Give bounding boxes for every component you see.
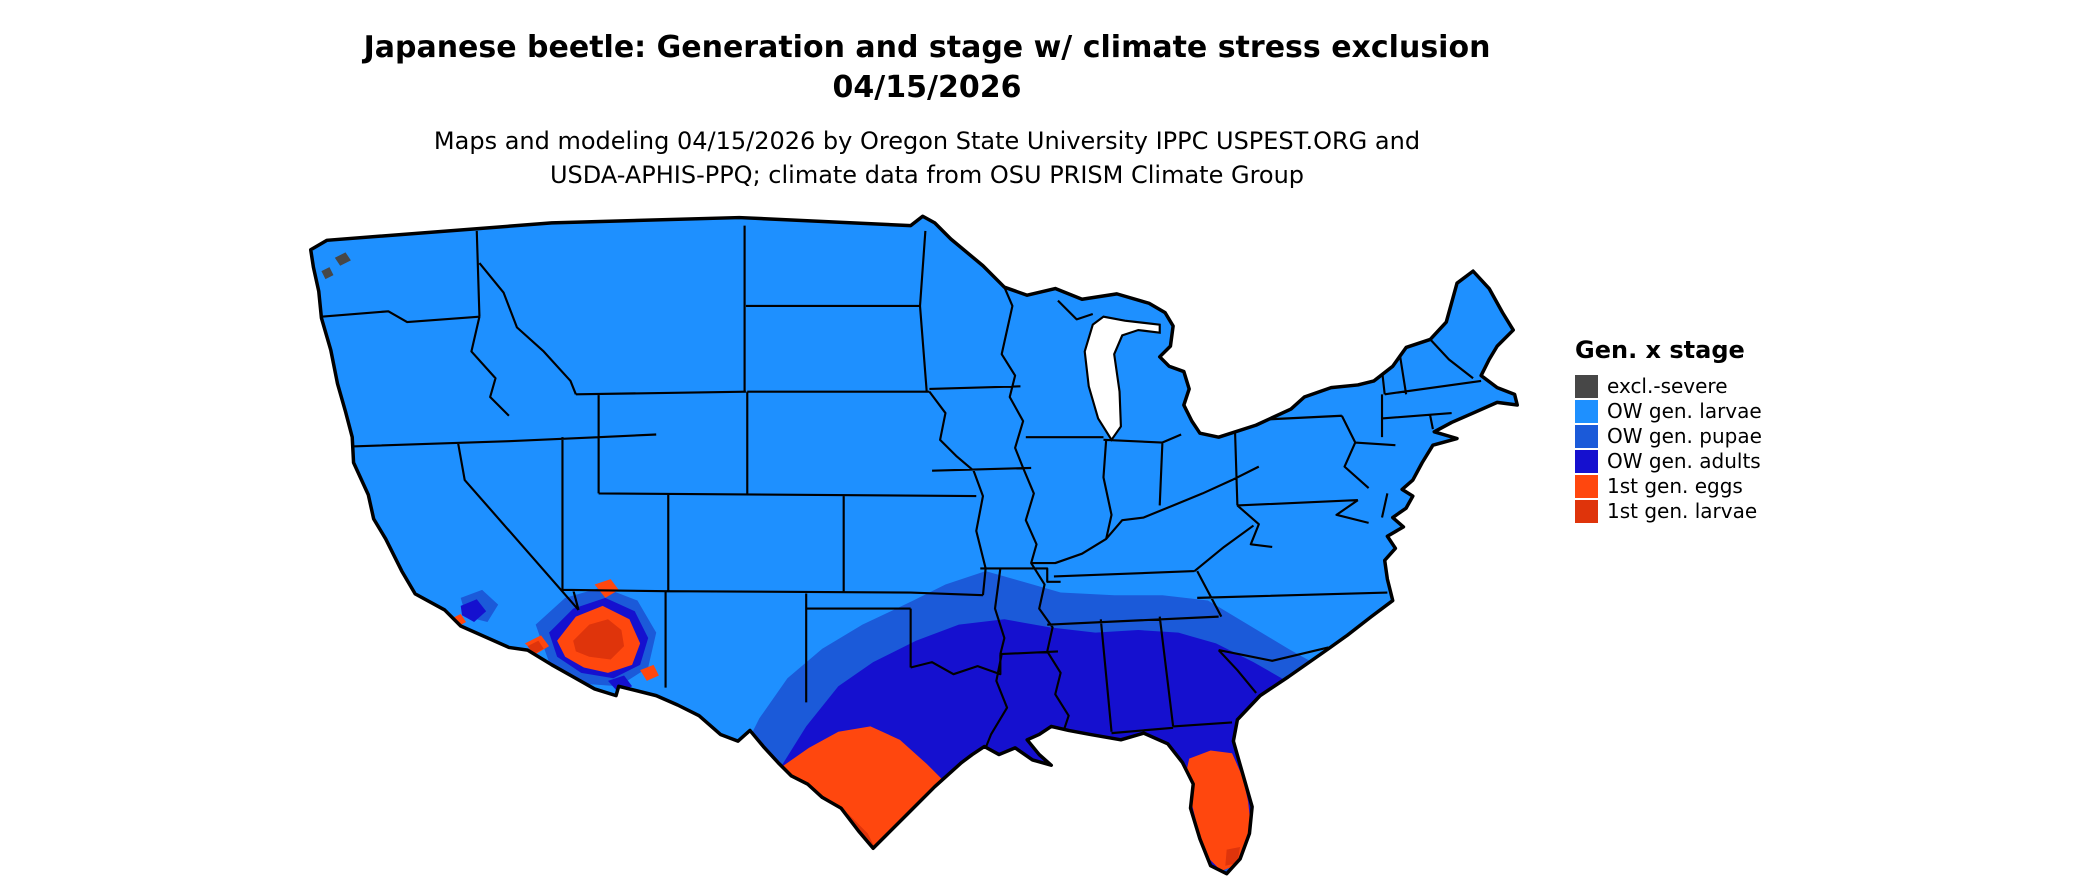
- legend-label-1st-larvae: 1st gen. larvae: [1607, 499, 1758, 523]
- legend-swatch-1st-larvae: [1575, 500, 1598, 523]
- legend-item-ow-larvae: OW gen. larvae: [1575, 399, 1815, 424]
- title-block: Japanese beetle: Generation and stage w/…: [0, 0, 1854, 192]
- legend-item-1st-eggs: 1st gen. eggs: [1575, 474, 1815, 499]
- legend-item-ow-pupae: OW gen. pupae: [1575, 424, 1815, 449]
- page-subtitle-line1: Maps and modeling 04/15/2026 by Oregon S…: [433, 127, 1421, 155]
- legend-swatch-ow-adults: [1575, 450, 1598, 473]
- legend-title: Gen. x stage: [1575, 336, 1745, 364]
- legend-swatch-1st-eggs: [1575, 475, 1598, 498]
- legend-label-ow-pupae: OW gen. pupae: [1607, 424, 1762, 448]
- legend-item-ow-adults: OW gen. adults: [1575, 449, 1815, 474]
- state-borders: [321, 225, 1482, 749]
- region-1st-larvae: [527, 619, 1241, 866]
- legend-label-ow-larvae: OW gen. larvae: [1607, 399, 1762, 423]
- legend-label-ow-adults: OW gen. adults: [1607, 449, 1761, 473]
- legend-label-excl-severe: excl.-severe: [1607, 374, 1728, 398]
- region-1st-eggs: [449, 579, 1251, 872]
- region-excl-severe: [321, 252, 351, 280]
- page-title: Japanese beetle: Generation and stage w/…: [0, 28, 1854, 108]
- legend-swatch-ow-pupae: [1575, 425, 1598, 448]
- legend-item-1st-larvae: 1st gen. larvae: [1575, 499, 1815, 524]
- legend-label-1st-eggs: 1st gen. eggs: [1607, 474, 1743, 498]
- page-title-date: 04/15/2026: [832, 70, 1022, 105]
- page-subtitle-line2: USDA-APHIS-PPQ; climate data from OSU PR…: [549, 161, 1305, 189]
- page-title-line1: Japanese beetle: Generation and stage w/…: [363, 30, 1491, 65]
- legend-swatch-excl-severe: [1575, 375, 1598, 398]
- us-map: [308, 214, 1520, 876]
- legend-swatch-ow-larvae: [1575, 400, 1598, 423]
- page-subtitle: Maps and modeling 04/15/2026 by Oregon S…: [0, 124, 1854, 192]
- legend: Gen. x stage excl.-severe OW gen. larvae…: [1575, 336, 1815, 524]
- lake-michigan: [1083, 315, 1161, 442]
- legend-item-excl-severe: excl.-severe: [1575, 374, 1815, 399]
